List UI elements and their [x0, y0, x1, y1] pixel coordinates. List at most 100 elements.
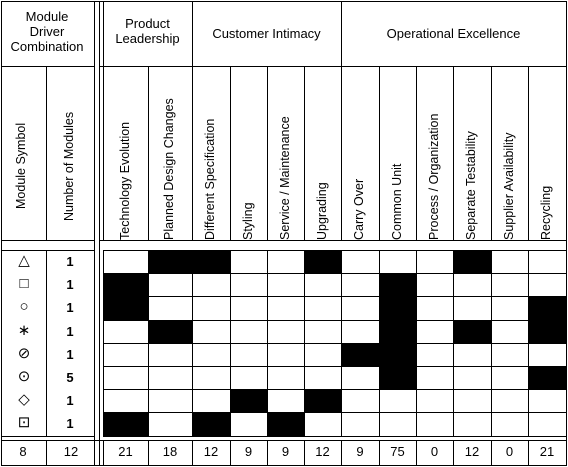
combination-header-line1: Module [25, 9, 69, 24]
module-symbol: △ [18, 252, 30, 269]
grid-line [2, 440, 566, 441]
empty-cell [491, 412, 528, 436]
grid-line [416, 440, 417, 465]
group-label-line: Leadership [115, 31, 180, 46]
module-symbol: ◇ [18, 391, 30, 409]
filled-cell [379, 273, 416, 297]
empty-cell [192, 319, 230, 343]
empty-cell [267, 273, 304, 297]
grid-line [566, 250, 567, 436]
driver-header-technology-evolution: Technology Evolution [117, 121, 132, 240]
module-count: 1 [66, 393, 74, 409]
grid-line [379, 66, 380, 240]
empty-cell [453, 389, 491, 413]
empty-cell [304, 342, 341, 366]
empty-cell [148, 389, 192, 413]
filled-cell [379, 366, 416, 390]
driver-total: 0 [430, 444, 439, 459]
grid-line [103, 389, 566, 391]
module-symbol-header: Module Symbol [14, 122, 28, 209]
module-symbol: ⊡ [17, 414, 31, 432]
empty-cell [267, 250, 304, 274]
combination-header-line3: Combination [10, 39, 84, 54]
empty-cell [528, 342, 566, 366]
empty-cell [148, 366, 192, 390]
empty-cell [267, 296, 304, 320]
empty-cell [304, 319, 341, 343]
module-count: 1 [66, 416, 74, 432]
grid-line [103, 250, 566, 251]
grid-line [2, 66, 94, 67]
grid-line [192, 440, 193, 465]
driver-total: 18 [162, 444, 178, 459]
driver-total: 9 [244, 444, 253, 459]
empty-cell [103, 250, 148, 274]
empty-cell [341, 389, 379, 413]
driver-header-carry-over: Carry Over [352, 178, 366, 240]
grid-line [491, 66, 492, 240]
filled-cell [528, 366, 566, 390]
group-operational-excellence: Operational Excellence [341, 26, 566, 41]
driver-header-planned-design-changes: Planned Design Changes [162, 98, 176, 240]
empty-cell [416, 319, 453, 343]
grid-line [148, 440, 149, 465]
grid-line [148, 66, 149, 240]
driver-header-supplier-availability: Supplier Availability [501, 132, 516, 240]
filled-cell [304, 389, 341, 413]
grid-line [192, 66, 193, 240]
grid-line [46, 250, 47, 436]
empty-cell [103, 319, 148, 343]
empty-cell [379, 250, 416, 274]
group-product-leadership: Product Leadership [103, 16, 192, 46]
empty-cell [528, 250, 566, 274]
filled-cell [103, 273, 148, 297]
filled-cell [103, 412, 148, 436]
empty-cell [416, 389, 453, 413]
driver-header-styling: Styling [240, 202, 255, 240]
empty-cell [304, 296, 341, 320]
empty-cell [416, 296, 453, 320]
driver-total: 12 [315, 444, 330, 459]
group-customer-intimacy: Customer Intimacy [192, 26, 341, 41]
empty-cell [192, 273, 230, 297]
filled-cell [192, 412, 230, 436]
driver-total: 0 [505, 444, 514, 459]
grid-line [46, 440, 47, 465]
module-symbol: ⊙ [17, 368, 31, 385]
empty-cell [453, 296, 491, 320]
filled-cell [148, 250, 192, 274]
driver-total: 75 [390, 444, 405, 459]
outer-border [1, 1, 2, 466]
grid-line [103, 412, 566, 414]
empty-cell [416, 342, 453, 366]
module-count: 1 [66, 254, 74, 269]
module-count: 1 [66, 346, 74, 362]
grid-line [230, 440, 231, 465]
empty-cell [416, 250, 453, 274]
grid-line [100, 240, 566, 241]
empty-cell [416, 273, 453, 297]
grid-line [94, 1, 95, 466]
empty-cell [491, 389, 528, 413]
empty-cell [491, 250, 528, 274]
grid-line [192, 1, 193, 66]
outer-border [1, 1, 567, 2]
grid-line [453, 66, 454, 240]
group-label-line: Operational Excellence [386, 26, 521, 41]
grid-line [103, 1, 104, 241]
empty-cell [528, 273, 566, 297]
driver-header-upgrading: Upgrading [314, 182, 329, 240]
filled-cell [528, 319, 566, 343]
symbol-total: 8 [19, 444, 27, 459]
empty-cell [230, 342, 267, 366]
filled-cell [103, 296, 148, 320]
empty-cell [267, 319, 304, 343]
grid-line [103, 435, 566, 437]
grid-line [267, 66, 268, 240]
number-of-modules-header: Number of Modules [62, 111, 76, 221]
filled-cell [341, 342, 379, 366]
filled-cell [267, 412, 304, 436]
empty-cell [379, 412, 416, 436]
empty-cell [528, 412, 566, 436]
